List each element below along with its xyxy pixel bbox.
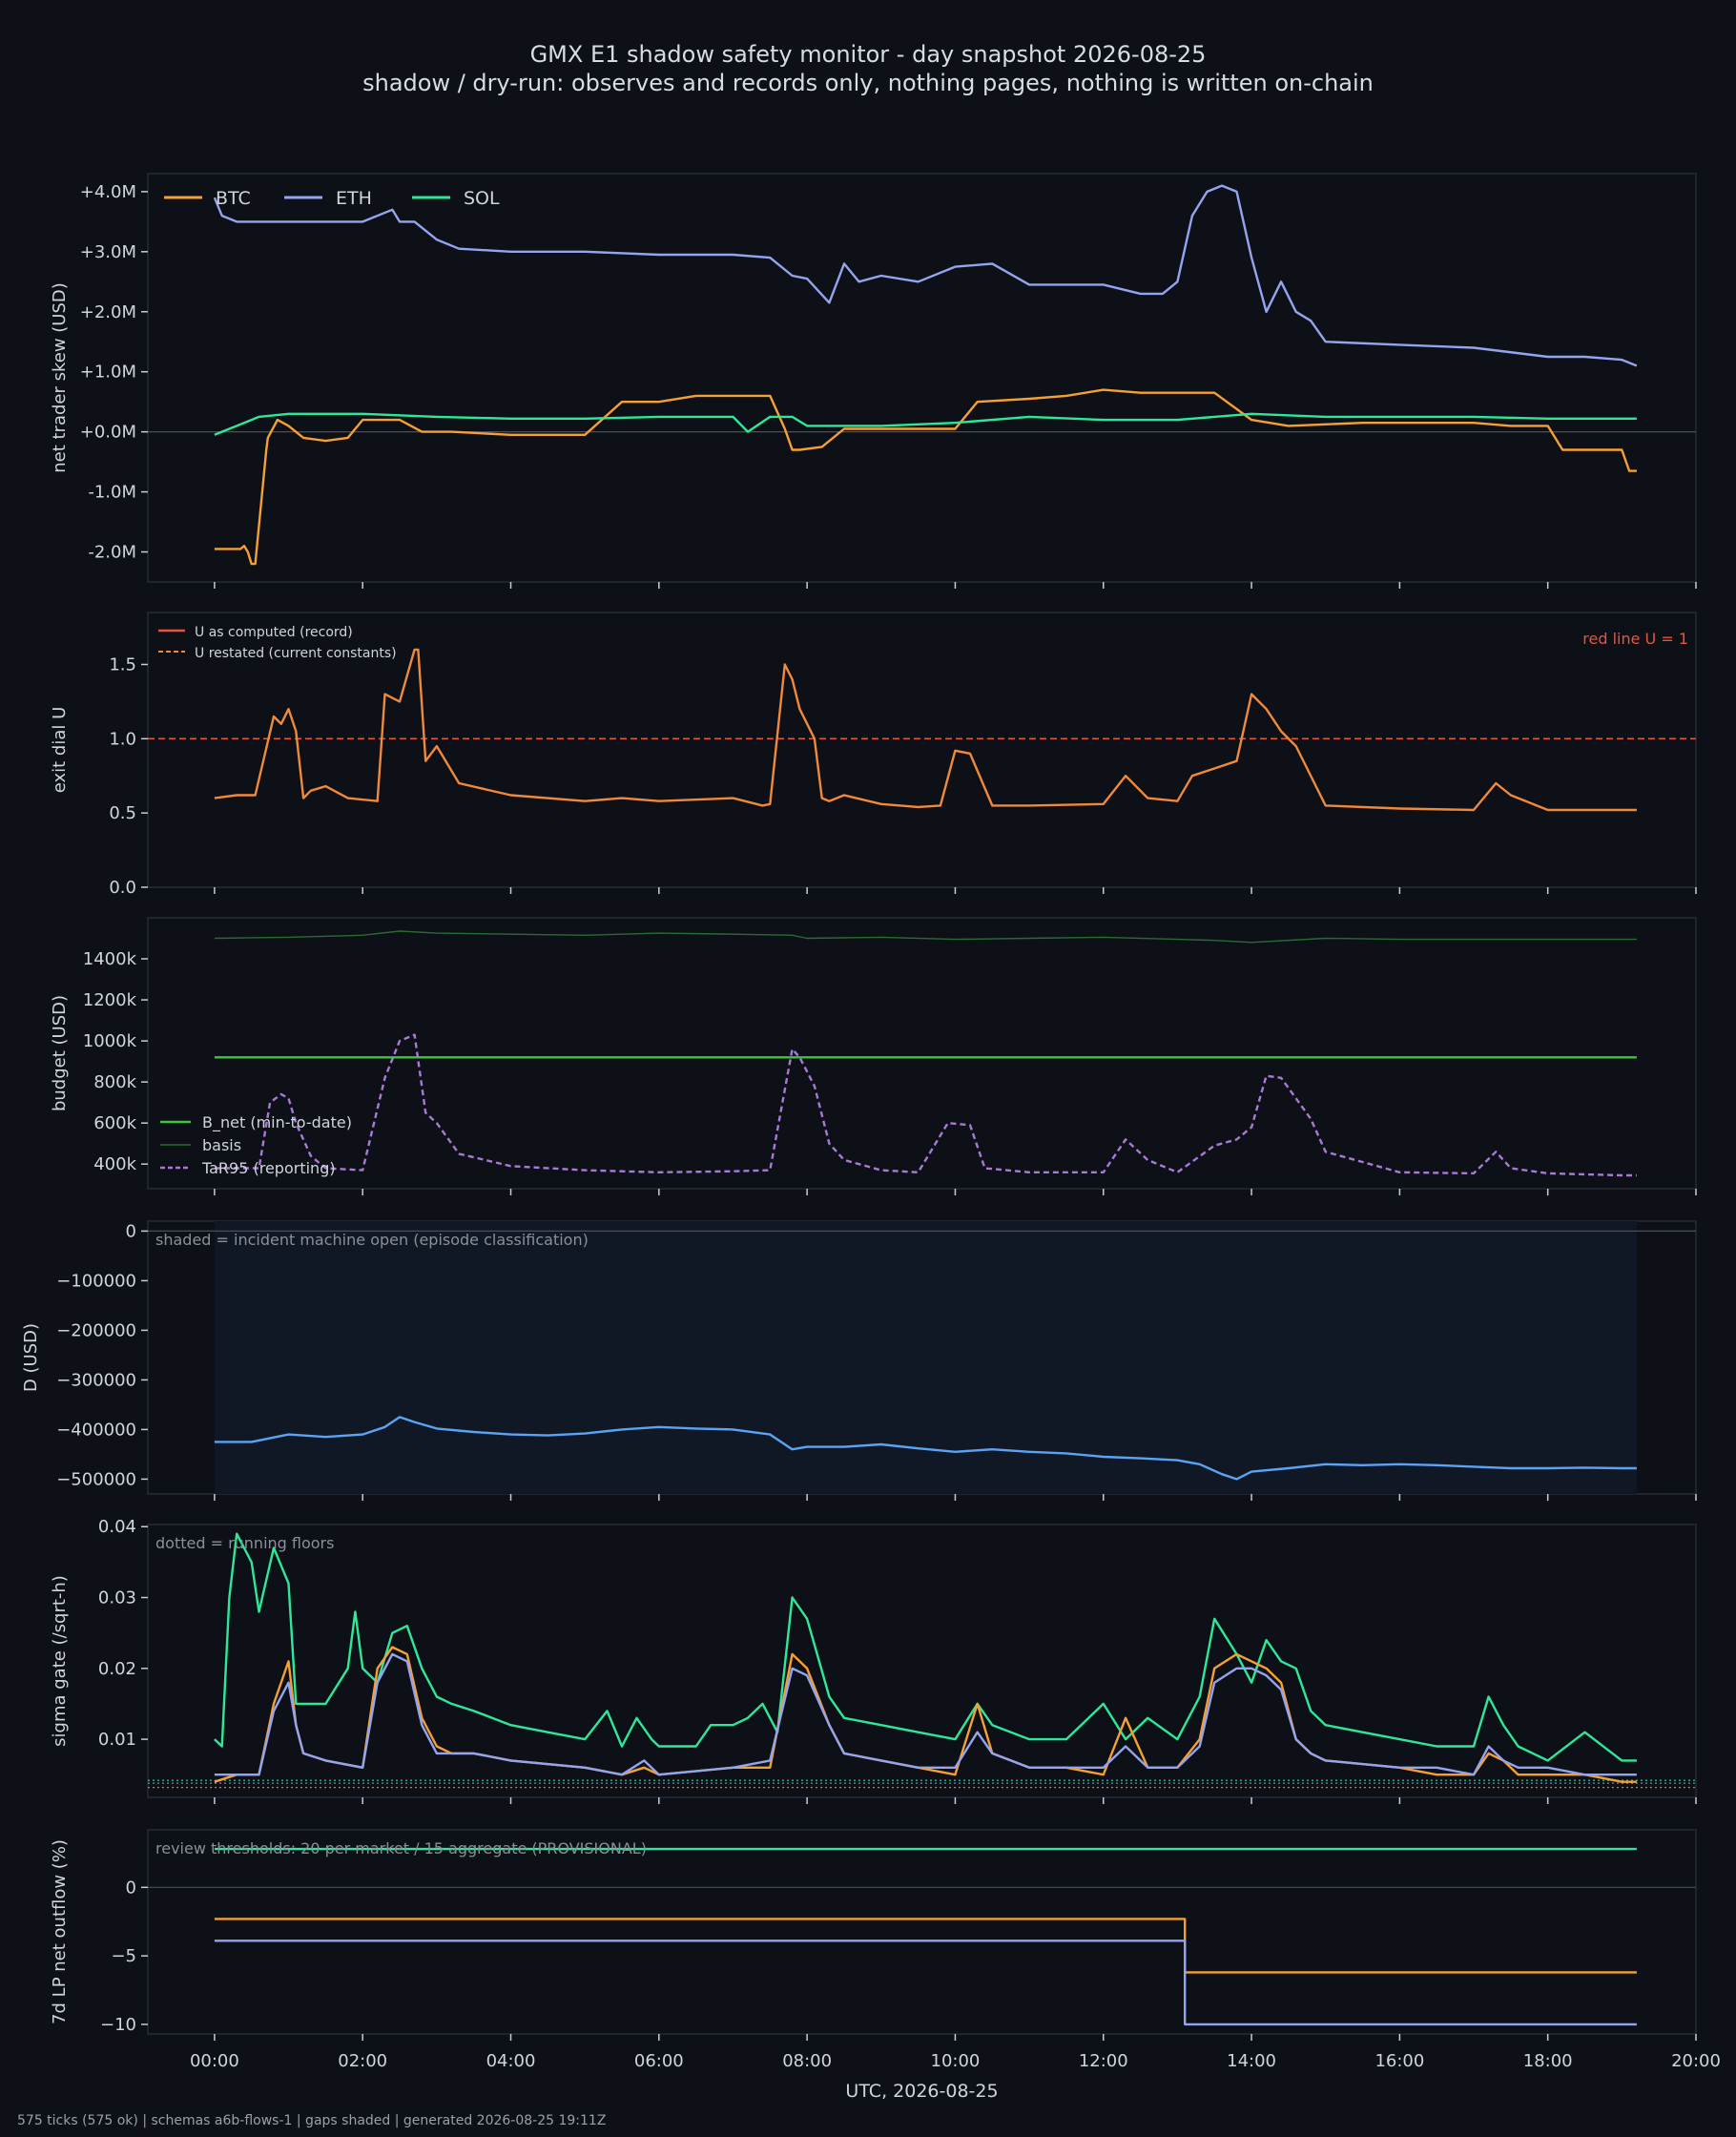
y-axis-label: 7d LP net outflow (%) xyxy=(50,1839,70,2024)
y-tick-label: 0 xyxy=(126,1221,136,1241)
y-tick-label: 0.5 xyxy=(109,803,136,823)
series-outflow-eth xyxy=(214,1940,1637,2026)
legend-label-basis: basis xyxy=(202,1136,241,1154)
x-tick-label: 14:00 xyxy=(1227,2051,1276,2071)
series-skew-eth xyxy=(213,184,1638,367)
series-u-u-as-computed-record- xyxy=(214,648,1637,812)
legend-label-tar: TaR95 (reporting) xyxy=(201,1159,336,1177)
panel-annotation: review thresholds: 20 per market / 15 ag… xyxy=(155,1839,647,1857)
y-tick-label: -2.0M xyxy=(88,543,136,563)
y-tick-label: 600k xyxy=(93,1113,136,1133)
chart-title: GMX E1 shadow safety monitor - day snaps… xyxy=(529,41,1207,68)
legend-label-sol: SOL xyxy=(464,188,500,209)
panel-d xyxy=(141,1220,1697,1501)
y-tick-label: −300000 xyxy=(56,1370,136,1390)
y-tick-label: 1.0 xyxy=(109,729,136,749)
y-tick-label: −5 xyxy=(111,1946,136,1966)
chart-subtitle: shadow / dry-run: observes and records o… xyxy=(362,70,1374,96)
y-tick-label: +0.0M xyxy=(80,423,136,443)
series-skew-sol xyxy=(214,412,1637,436)
x-axis-label: UTC, 2026-08-25 xyxy=(845,2081,998,2102)
y-tick-label: 400k xyxy=(93,1154,136,1174)
panel-frame xyxy=(147,612,1697,888)
panel-frame xyxy=(147,917,1697,1190)
series-budget-basis xyxy=(214,930,1637,944)
y-axis-label: net trader skew (USD) xyxy=(50,282,70,473)
panel-annotation: shaded = incident machine open (episode … xyxy=(155,1231,589,1249)
panel-skew xyxy=(141,173,1697,589)
y-tick-label: +4.0M xyxy=(80,182,136,202)
x-tick-label: 02:00 xyxy=(338,2051,387,2071)
x-tick-label: 12:00 xyxy=(1079,2051,1128,2071)
y-axis-label: sigma gate (/sqrt-h) xyxy=(50,1575,70,1747)
y-tick-label: 0.03 xyxy=(98,1588,136,1608)
series-sigma-eth xyxy=(214,1652,1637,1776)
panel-budget xyxy=(141,917,1697,1195)
y-tick-label: −200000 xyxy=(56,1320,136,1340)
incident-shade xyxy=(214,1221,1637,1494)
y-tick-label: 0.04 xyxy=(98,1517,136,1537)
panel-sigma xyxy=(141,1524,1697,1804)
series-skew-btc xyxy=(214,388,1637,566)
x-tick-label: 00:00 xyxy=(190,2051,239,2071)
y-tick-label: 1200k xyxy=(83,990,137,1010)
legend-label-u-record: U as computed (record) xyxy=(195,625,353,640)
y-tick-label: +3.0M xyxy=(80,242,136,262)
x-tick-label: 08:00 xyxy=(782,2051,832,2071)
y-tick-label: 1000k xyxy=(83,1031,137,1051)
panel-outflow xyxy=(141,1829,1697,2041)
legend-label-bnet: B_net (min-to-date) xyxy=(202,1113,352,1132)
panel-frame xyxy=(147,173,1697,583)
series-sigma-sol xyxy=(214,1532,1637,1762)
legend-label-u-restated: U restated (current constants) xyxy=(195,646,397,661)
y-tick-label: −500000 xyxy=(56,1469,136,1489)
series-d-d xyxy=(214,1416,1637,1481)
y-tick-label: +1.0M xyxy=(80,363,136,383)
y-axis-label: budget (USD) xyxy=(50,995,70,1111)
y-tick-label: −400000 xyxy=(56,1420,136,1440)
panel-annotation: dotted = running floors xyxy=(155,1534,334,1552)
panel-u xyxy=(141,612,1697,894)
x-tick-label: 18:00 xyxy=(1523,2051,1573,2071)
y-tick-label: 0 xyxy=(126,1878,136,1898)
y-tick-label: 800k xyxy=(93,1072,136,1092)
y-tick-label: 0.01 xyxy=(98,1730,136,1750)
x-tick-label: 10:00 xyxy=(931,2051,981,2071)
legend-label-btc: BTC xyxy=(216,188,251,209)
x-tick-label: 16:00 xyxy=(1374,2051,1424,2071)
redline-annotation: red line U = 1 xyxy=(1582,630,1688,648)
y-tick-label: −100000 xyxy=(56,1271,136,1291)
x-tick-label: 04:00 xyxy=(486,2051,536,2071)
y-tick-label: 1400k xyxy=(83,949,137,969)
y-tick-label: 0.0 xyxy=(109,878,136,898)
y-tick-label: +2.0M xyxy=(80,302,136,322)
x-tick-label: 06:00 xyxy=(634,2051,684,2071)
footer-status: 575 ticks (575 ok) | schemas a6b-flows-1… xyxy=(17,2113,607,2128)
y-tick-label: 0.02 xyxy=(98,1659,136,1679)
y-tick-label: −10 xyxy=(100,2015,136,2035)
y-axis-label: exit dial U xyxy=(50,707,70,794)
y-axis-label: D (USD) xyxy=(21,1323,41,1392)
y-tick-label: -1.0M xyxy=(88,483,136,503)
panel-frame xyxy=(147,1829,1697,2035)
legend-label-eth: ETH xyxy=(336,188,372,209)
x-tick-label: 20:00 xyxy=(1671,2051,1721,2071)
y-tick-label: 1.5 xyxy=(109,654,136,674)
panel-frame xyxy=(147,1524,1697,1798)
